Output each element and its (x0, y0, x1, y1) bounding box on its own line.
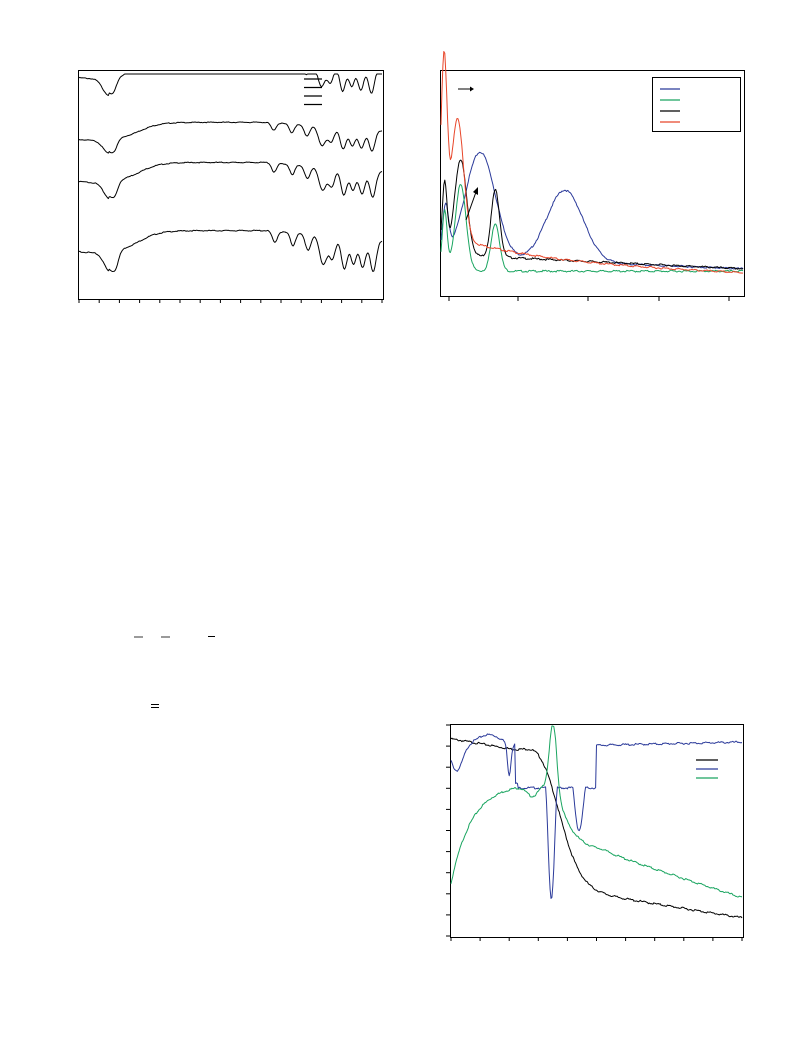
rule-mark (151, 707, 159, 708)
rule-mark (208, 636, 215, 637)
series-group (78, 73, 383, 272)
series-group (440, 51, 744, 274)
trace (450, 725, 743, 898)
trace (450, 737, 743, 919)
annotation-arrowhead (470, 86, 474, 92)
trace (450, 733, 743, 899)
spectrum-trace (78, 73, 382, 96)
rule-mark (151, 704, 159, 705)
ftir-chart (78, 70, 384, 303)
spectrum-trace (79, 229, 383, 272)
legend (304, 78, 322, 106)
legend (660, 88, 680, 123)
series-group (450, 725, 743, 919)
absorption-trace (440, 184, 744, 273)
x-axis-ticks (78, 299, 383, 303)
plot-frame (78, 70, 384, 300)
legend-box (652, 77, 741, 132)
absorption-trace (440, 51, 744, 274)
plot-frame (450, 724, 744, 938)
annotation-arrow-2 (465, 191, 477, 221)
rule-mark (134, 636, 143, 638)
annotation-arrowhead-2 (473, 187, 478, 195)
absorption-trace (440, 159, 744, 270)
spectrum-trace (78, 161, 383, 200)
third-chart (446, 724, 744, 941)
x-axis-ticks (448, 296, 730, 301)
legend (696, 759, 718, 779)
plot-frame (440, 70, 745, 297)
absorption-chart (440, 51, 745, 301)
axis-ticks (446, 724, 743, 941)
rule-mark (161, 636, 170, 638)
absorption-trace (440, 151, 744, 270)
spectrum-trace (78, 121, 383, 154)
